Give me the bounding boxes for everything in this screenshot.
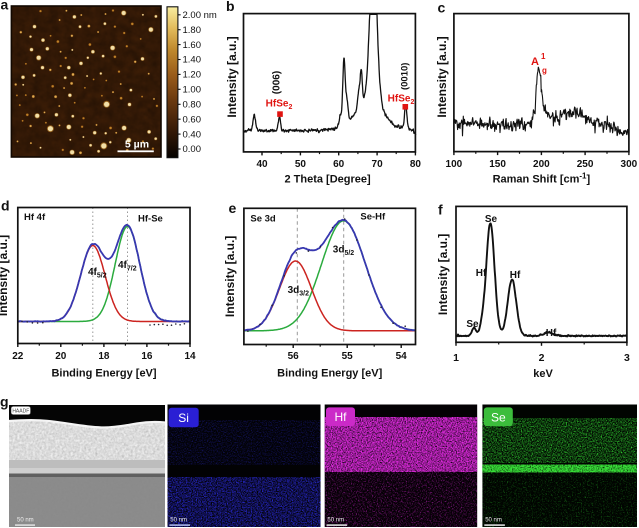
svg-text:0.80: 0.80 — [183, 100, 202, 111]
svg-text:HAADF: HAADF — [12, 409, 29, 415]
svg-text:1.40: 1.40 — [183, 55, 202, 66]
svg-text:A: A — [531, 56, 539, 68]
svg-text:g: g — [0, 394, 9, 410]
svg-text:55: 55 — [342, 351, 354, 362]
svg-text:100: 100 — [446, 159, 463, 170]
svg-text:Raman Shift [cm-1]: Raman Shift [cm-1] — [493, 172, 591, 186]
svg-text:Intensity [a.u.]: Intensity [a.u.] — [225, 36, 239, 117]
svg-text:56: 56 — [288, 351, 300, 362]
svg-text:0.40: 0.40 — [183, 129, 202, 140]
svg-text:50: 50 — [295, 159, 307, 170]
svg-text:g: g — [542, 66, 547, 75]
svg-text:70: 70 — [372, 159, 384, 170]
svg-text:0.60: 0.60 — [183, 114, 202, 125]
svg-text:Intensity [a.u.]: Intensity [a.u.] — [223, 236, 237, 317]
svg-text:22: 22 — [12, 351, 24, 362]
svg-text:50 nm: 50 nm — [17, 518, 34, 524]
svg-text:80: 80 — [410, 159, 422, 170]
svg-text:50 nm: 50 nm — [485, 518, 502, 524]
svg-text:Hf: Hf — [546, 328, 557, 339]
svg-text:50 nm: 50 nm — [170, 518, 187, 524]
svg-text:Hf: Hf — [510, 270, 521, 281]
svg-text:18: 18 — [98, 351, 110, 362]
svg-text:d: d — [1, 198, 10, 214]
svg-text:f: f — [438, 202, 443, 218]
svg-text:1.80: 1.80 — [183, 25, 202, 36]
svg-text:1: 1 — [453, 352, 459, 364]
svg-text:2: 2 — [539, 352, 545, 364]
svg-text:c: c — [438, 0, 446, 16]
svg-text:1.60: 1.60 — [183, 40, 202, 51]
svg-text:250: 250 — [577, 159, 594, 170]
svg-text:1: 1 — [541, 52, 546, 61]
svg-text:40: 40 — [256, 159, 268, 170]
svg-text:(0010): (0010) — [400, 63, 411, 90]
svg-text:a: a — [1, 0, 9, 13]
svg-text:20: 20 — [55, 351, 67, 362]
svg-text:Si: Si — [178, 411, 189, 425]
svg-text:(006): (006) — [272, 71, 283, 94]
svg-text:Intensity [a.u.]: Intensity [a.u.] — [435, 36, 449, 117]
svg-text:14: 14 — [184, 351, 196, 362]
svg-text:e: e — [229, 200, 237, 216]
svg-text:Se: Se — [466, 319, 479, 330]
svg-text:Hf: Hf — [335, 410, 348, 424]
svg-text:Intensity [a.u.]: Intensity [a.u.] — [0, 235, 10, 316]
svg-text:54: 54 — [396, 351, 408, 362]
svg-text:2 Theta [Degree]: 2 Theta [Degree] — [284, 174, 371, 186]
svg-text:50 nm: 50 nm — [327, 518, 344, 524]
svg-text:5 µm: 5 µm — [125, 139, 149, 151]
svg-text:Se: Se — [491, 410, 506, 424]
svg-text:Binding Energy [eV]: Binding Energy [eV] — [51, 368, 156, 380]
svg-text:HfSe2: HfSe2 — [266, 99, 293, 112]
svg-text:1.00: 1.00 — [183, 85, 202, 96]
svg-text:16: 16 — [141, 351, 153, 362]
svg-text:Hf: Hf — [476, 268, 487, 279]
svg-text:b: b — [226, 0, 235, 14]
svg-text:150: 150 — [489, 159, 506, 170]
svg-text:Se 3d: Se 3d — [250, 214, 276, 225]
svg-text:Intensity [a.u.]: Intensity [a.u.] — [436, 234, 450, 315]
svg-text:Se: Se — [485, 214, 498, 225]
svg-text:300: 300 — [621, 159, 638, 170]
svg-text:200: 200 — [533, 159, 550, 170]
svg-text:1.20: 1.20 — [183, 70, 202, 81]
svg-text:0.00: 0.00 — [183, 144, 202, 155]
svg-text:3: 3 — [624, 352, 630, 364]
svg-text:Binding Energy [eV]: Binding Energy [eV] — [277, 368, 382, 380]
svg-text:HfSe2: HfSe2 — [388, 94, 415, 107]
svg-text:keV: keV — [533, 368, 553, 380]
svg-text:Hf 4f: Hf 4f — [24, 212, 46, 223]
svg-text:Hf-Se: Hf-Se — [138, 214, 163, 225]
svg-text:Se-Hf: Se-Hf — [360, 212, 386, 223]
svg-text:2.00 nm: 2.00 nm — [183, 10, 217, 21]
svg-text:60: 60 — [333, 159, 345, 170]
